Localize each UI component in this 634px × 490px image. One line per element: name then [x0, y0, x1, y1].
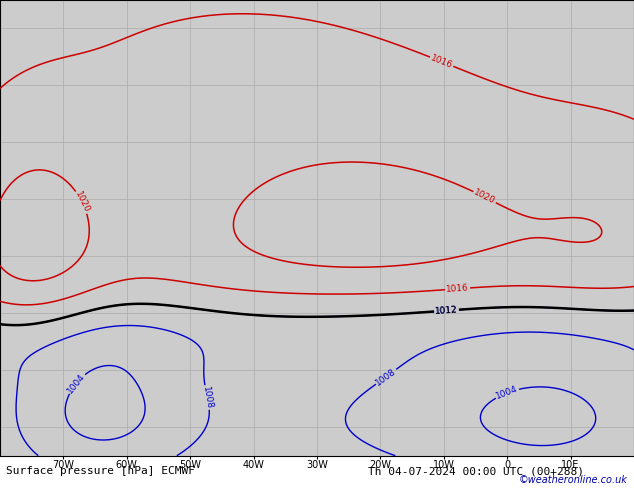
Text: 1016: 1016 [429, 53, 454, 70]
Text: 1016: 1016 [446, 284, 469, 294]
Text: Th 04-07-2024 00:00 UTC (00+288): Th 04-07-2024 00:00 UTC (00+288) [368, 466, 584, 476]
Text: 1004: 1004 [495, 385, 519, 401]
Text: Surface pressure [hPa] ECMWF: Surface pressure [hPa] ECMWF [6, 466, 195, 476]
Text: ©weatheronline.co.uk: ©weatheronline.co.uk [519, 475, 628, 485]
Text: 1012: 1012 [435, 305, 458, 316]
Text: 1004: 1004 [65, 371, 87, 395]
Text: 1012: 1012 [435, 305, 458, 316]
Text: 1020: 1020 [472, 188, 497, 206]
Text: 1008: 1008 [201, 385, 214, 410]
Text: 1020: 1020 [73, 190, 91, 215]
Text: 1008: 1008 [374, 367, 398, 387]
